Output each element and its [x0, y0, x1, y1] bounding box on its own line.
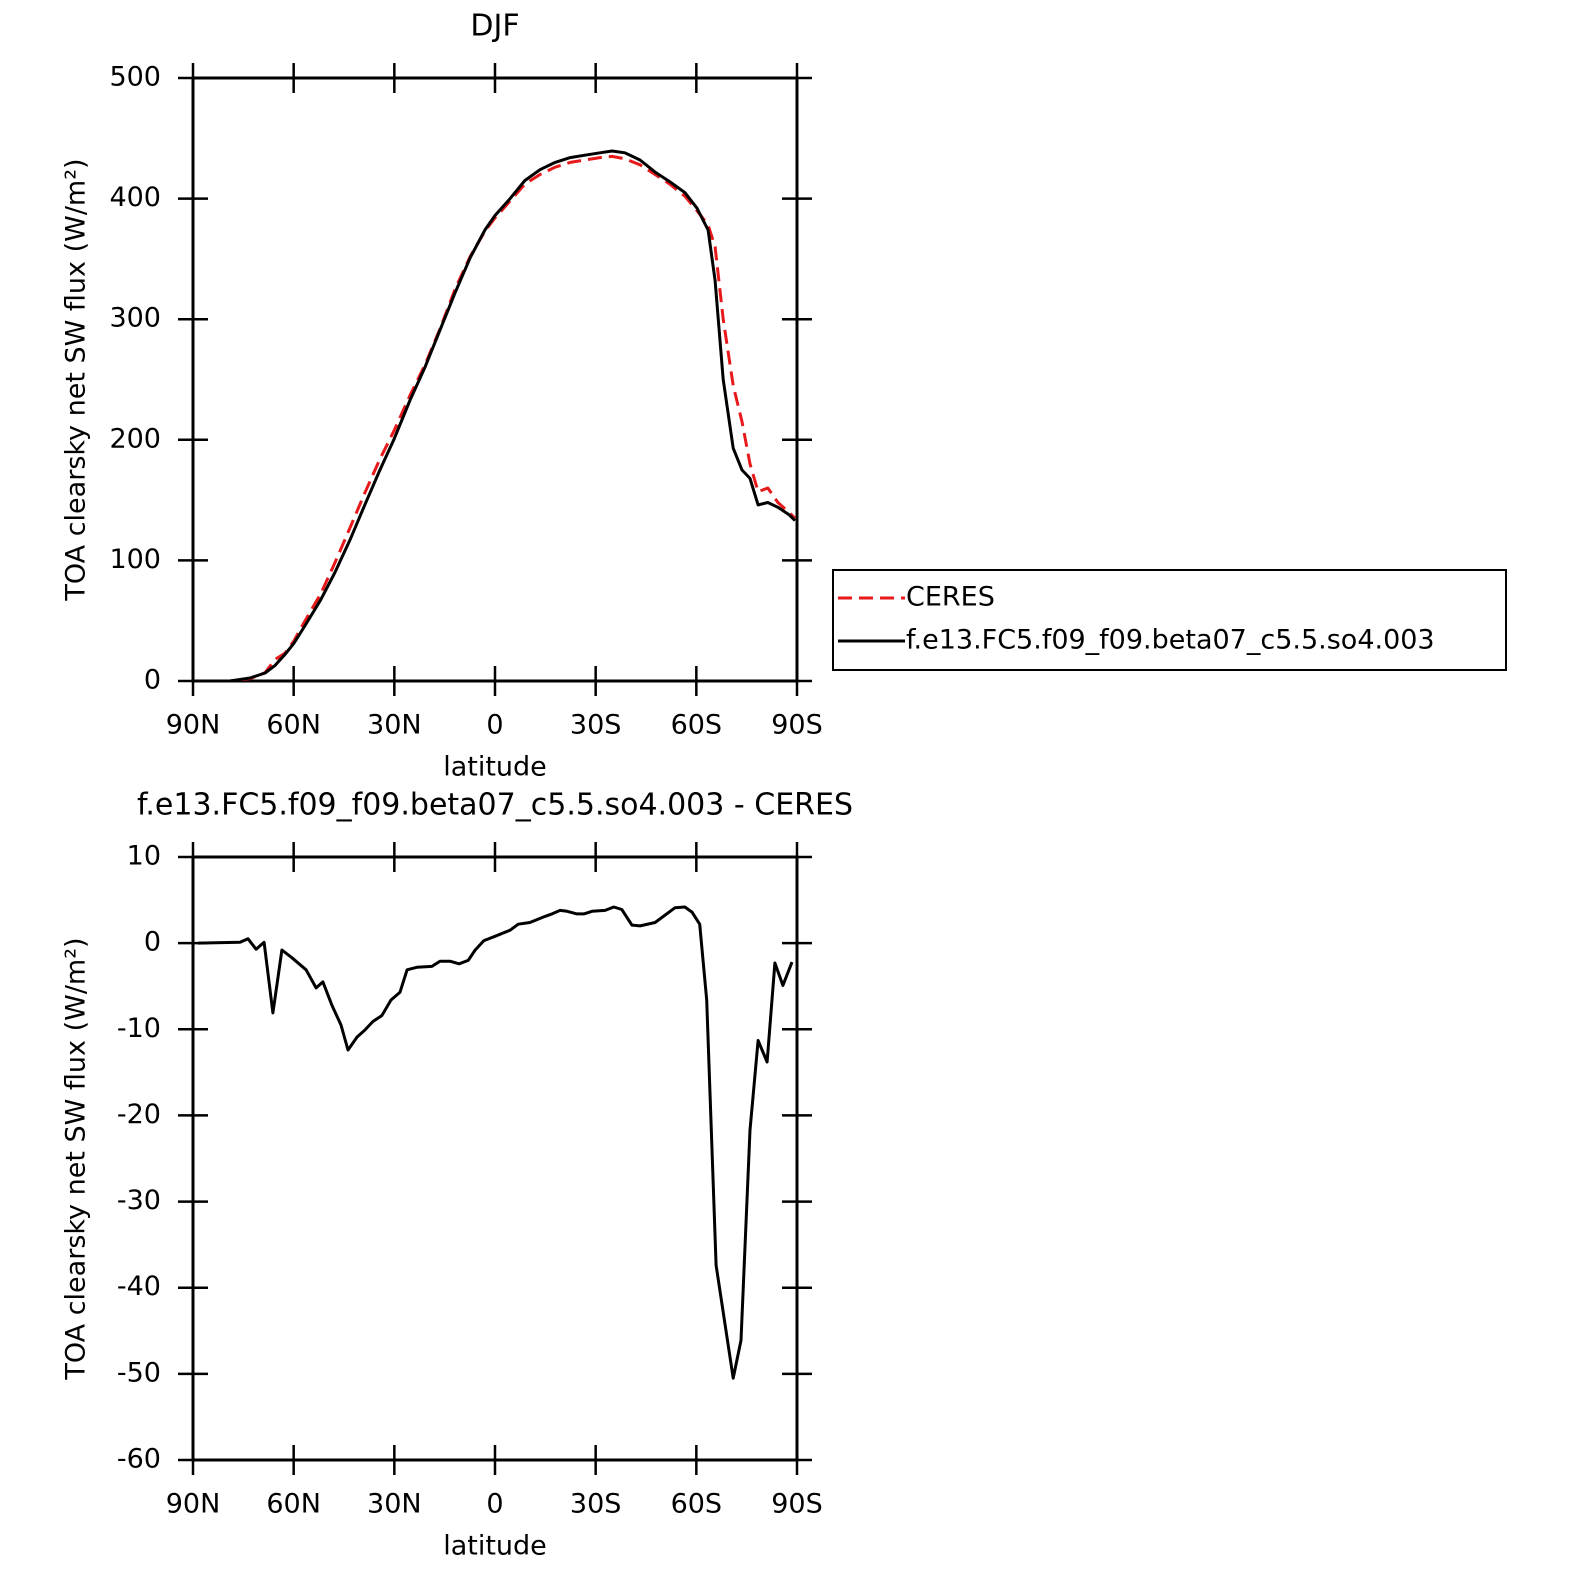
chart-title: f.e13.FC5.f09_f09.beta07_c5.5.so4.003 - …	[137, 788, 853, 823]
x-tick-label: 30N	[367, 710, 422, 741]
x-tick-label: 60S	[671, 710, 723, 741]
x-tick-label: 60N	[266, 710, 321, 741]
y-tick-label: 500	[109, 62, 161, 93]
y-tick-label: 400	[109, 182, 161, 213]
y-tick-label: 100	[109, 544, 161, 575]
legend-label: f.e13.FC5.f09_f09.beta07_c5.5.so4.003	[906, 625, 1435, 656]
y-tick-label: -30	[117, 1185, 161, 1216]
x-tick-label: 60S	[671, 1489, 723, 1520]
x-tick-label: 0	[486, 1489, 503, 1520]
x-tick-label: 90N	[166, 1489, 221, 1520]
data-line	[199, 154, 797, 683]
x-tick-label: 30N	[367, 1489, 422, 1520]
y-tick-label: 200	[109, 423, 161, 454]
y-axis-label: TOA clearsky net SW flux (W/m²)	[61, 937, 92, 1380]
y-tick-label: 300	[109, 303, 161, 334]
legend-label: CERES	[906, 582, 995, 613]
data-line	[197, 905, 794, 1380]
data-line	[199, 149, 797, 683]
legend-box	[832, 569, 1507, 671]
x-tick-label: 90N	[166, 710, 221, 741]
x-tick-label: 0	[486, 710, 503, 741]
y-tick-label: 0	[144, 665, 161, 696]
y-tick-label: -50	[117, 1357, 161, 1388]
x-axis-label: latitude	[443, 1531, 547, 1562]
plot-frame	[191, 76, 799, 683]
plot-frame	[191, 855, 799, 1462]
x-tick-label: 90S	[771, 1489, 823, 1520]
x-tick-label: 60N	[266, 1489, 321, 1520]
y-tick-label: 10	[127, 841, 161, 872]
y-tick-label: -20	[117, 1099, 161, 1130]
x-axis-label: latitude	[443, 752, 547, 783]
y-tick-label: 0	[144, 927, 161, 958]
y-tick-label: -10	[117, 1013, 161, 1044]
y-tick-label: -40	[117, 1271, 161, 1302]
y-axis-label: TOA clearsky net SW flux (W/m²)	[61, 158, 92, 601]
chart-title: DJF	[470, 9, 519, 44]
x-tick-label: 90S	[771, 710, 823, 741]
x-tick-label: 30S	[570, 1489, 622, 1520]
y-tick-label: -60	[117, 1444, 161, 1475]
x-tick-label: 30S	[570, 710, 622, 741]
